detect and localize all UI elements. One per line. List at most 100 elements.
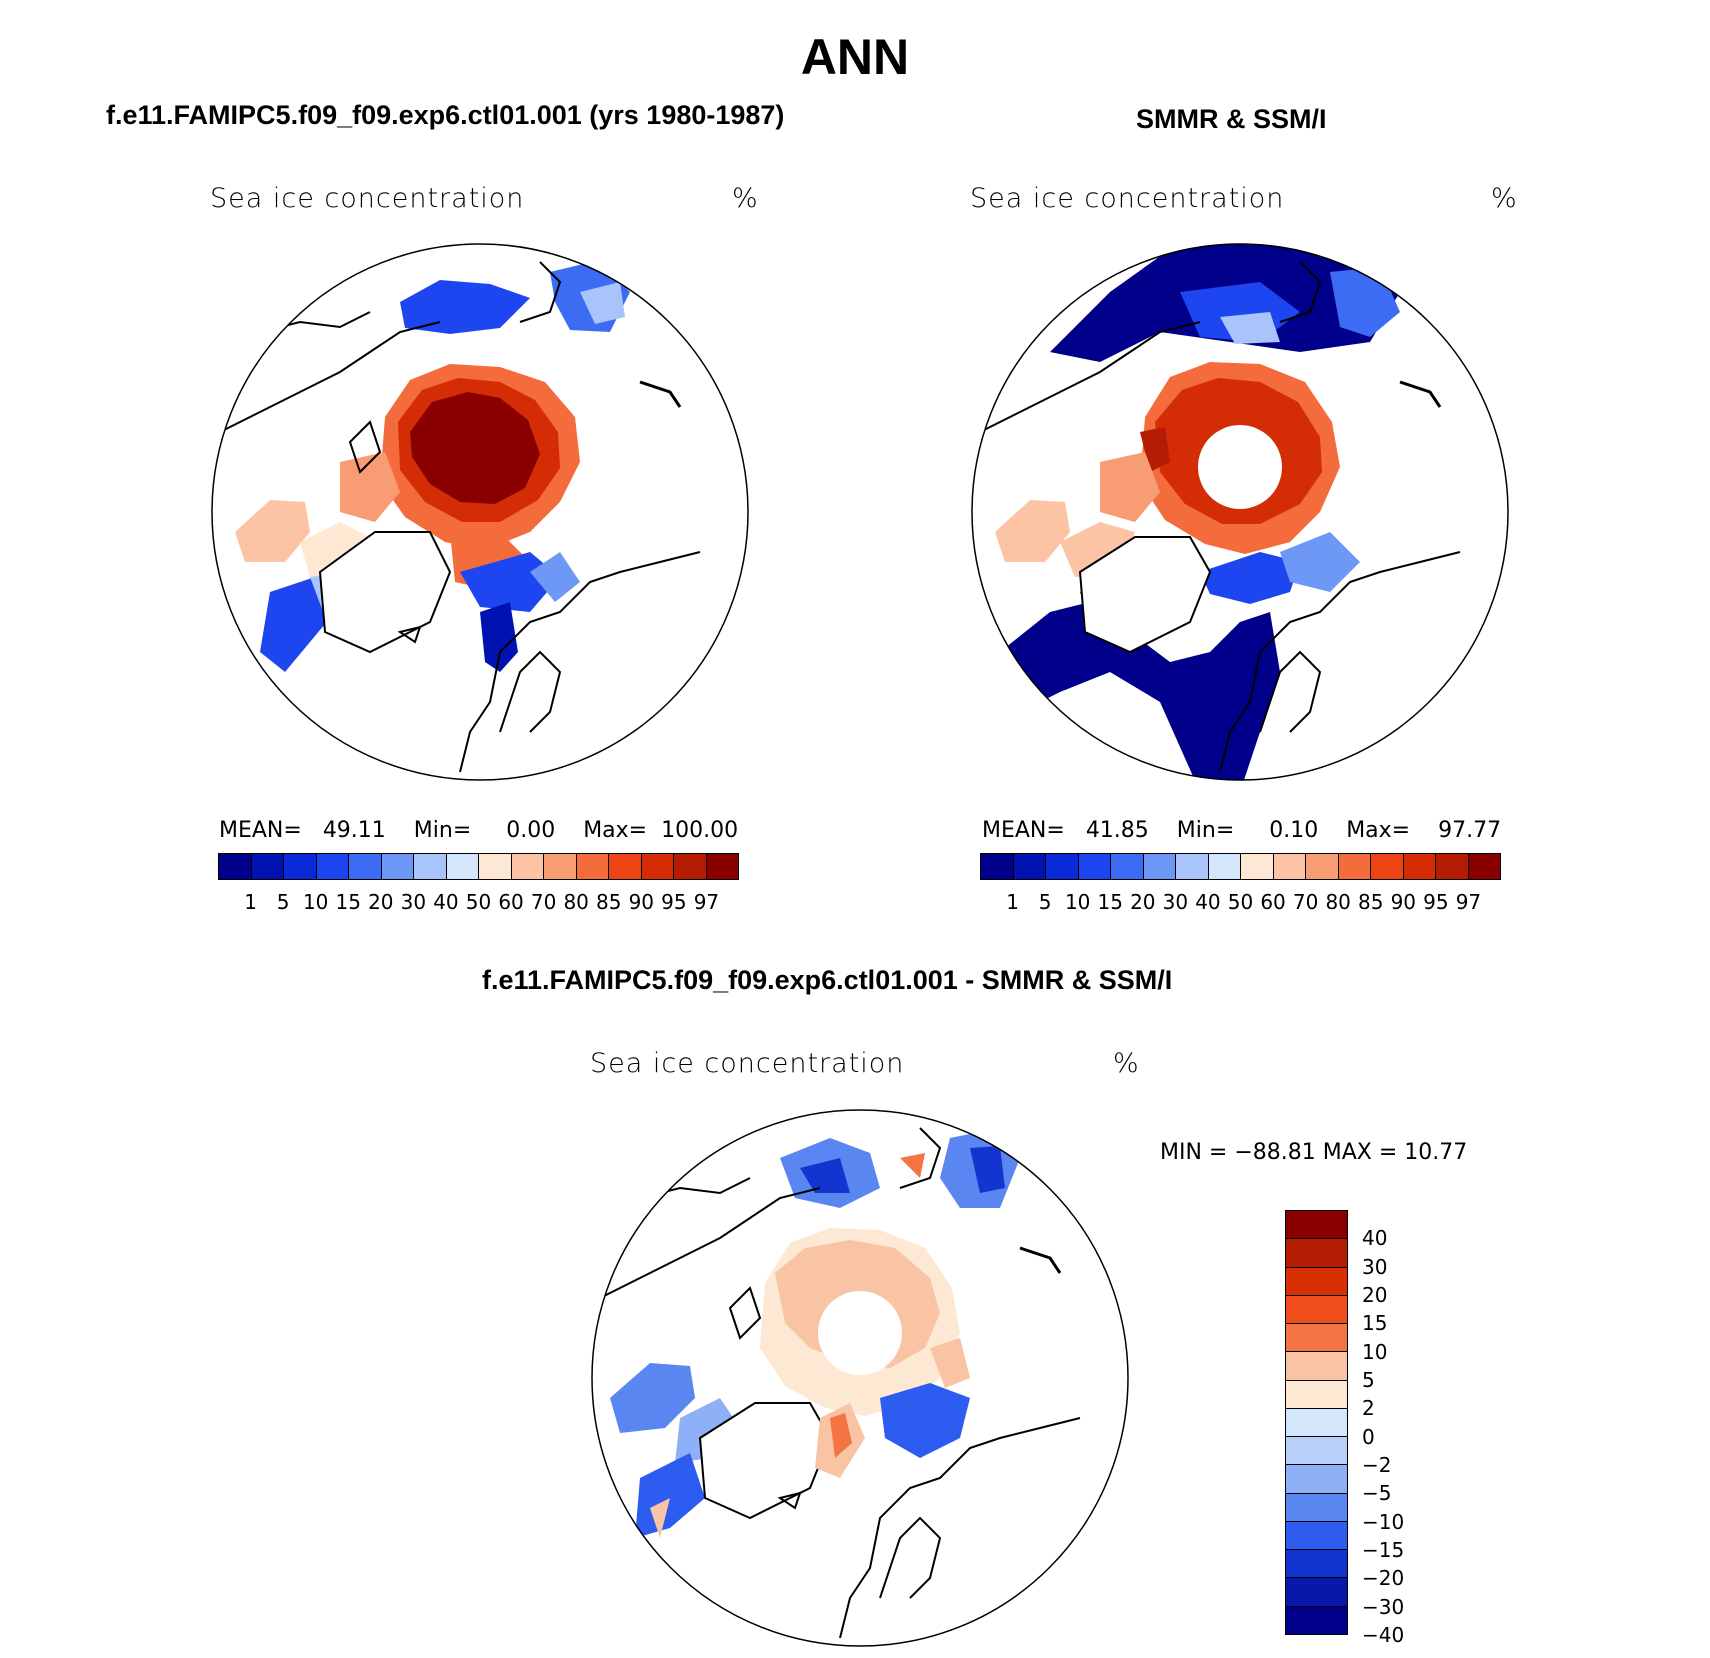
arctic-ice-pack-core — [410, 392, 540, 504]
panel-3-title: f.e11.FAMIPC5.f09_f09.exp6.ctl01.001 - S… — [482, 965, 1173, 995]
panel-3-colorbar-swatch — [1286, 1493, 1347, 1522]
panel-1-colorbar-swatch — [381, 854, 414, 879]
panel-2-colorbar-swatch — [1273, 854, 1306, 879]
panel-1-colorbar-swatch — [706, 854, 738, 879]
panel-1-colorbar-tick-label: 5 — [276, 890, 290, 914]
panel-2-colorbar-tick-label: 60 — [1260, 890, 1286, 914]
panel-2-colorbar-tick-label: 5 — [1038, 890, 1052, 914]
panel-1-units: % — [732, 183, 759, 214]
panel-2-colorbar-swatch — [1143, 854, 1176, 879]
panel-2-colorbar-tick-label: 40 — [1195, 890, 1221, 914]
panel-3-colorbar-labels: 40 30 20 15 10 5 2 0 −2 −5 −10 −15 −20 −30 −40 — [1362, 1210, 1442, 1647]
panel-1-polar-map — [211, 243, 749, 781]
panel-3-colorbar-swatch — [1286, 1352, 1347, 1381]
panel-3-colorbar-tick-label: 0 — [1362, 1424, 1375, 1449]
panel-1-colorbar-swatch — [414, 854, 447, 879]
panel-3-colorbar-tick-label: −2 — [1362, 1453, 1392, 1477]
panel-2-colorbar-swatch — [1176, 854, 1209, 879]
panel-2-colorbar-swatch — [1208, 854, 1241, 879]
panel-3-colorbar-tick-label: 15 — [1362, 1311, 1388, 1336]
panel-3-colorbar-swatch — [1286, 1578, 1347, 1607]
panel-2-colorbar-tick-label: 70 — [1292, 890, 1319, 914]
panel-1-colorbar-tick-label: 20 — [368, 890, 394, 914]
panel-2-colorbar-tick-label: 50 — [1227, 890, 1254, 914]
panel-2-colorbar-tick-label: 15 — [1097, 890, 1123, 914]
coastline-north-america — [219, 321, 441, 433]
panel-1-stats: MEAN= 49.11 Min= 0.00 Max= 100.00 — [219, 818, 739, 843]
panel-2-colorbar-labels: 1 5 10 15 20 30 40 50 60 70 80 85 90 95 97 — [980, 890, 1501, 914]
panel-1-colorbar-tick-label: 1 — [244, 890, 257, 914]
panel-1-colorbar-swatch — [316, 854, 349, 879]
panel-1-colorbar-swatch — [219, 854, 252, 879]
panel-3-colorbar — [1285, 1210, 1348, 1635]
panel-1-colorbar-tick-label: 60 — [498, 890, 524, 914]
panel-3-minmax: MIN = −88.81 MAX = 10.77 — [1160, 1140, 1468, 1165]
panel-1-colorbar-swatch — [284, 854, 317, 879]
panel-2-colorbar-tick-label: 1 — [1006, 890, 1019, 914]
panel-1-colorbar-swatch — [511, 854, 544, 879]
figure-title: ANN — [800, 29, 910, 85]
panel-1-colorbar-labels: 1 5 10 15 20 30 40 50 60 70 80 85 90 95 97 — [218, 890, 739, 914]
coastline-eurasia — [839, 1417, 1081, 1639]
panel-2-colorbar-swatch — [1013, 854, 1046, 879]
coastline-north-america — [979, 321, 1201, 433]
pole-hole — [1198, 425, 1282, 509]
panel-3-colorbar-swatch — [1286, 1295, 1347, 1325]
panel-3-colorbar-tick-label: −40 — [1362, 1623, 1405, 1647]
panel-2-colorbar-swatch — [1306, 854, 1339, 879]
panel-1-colorbar — [218, 853, 739, 880]
coastline-north-america — [599, 1187, 821, 1299]
pole-hole — [818, 1291, 902, 1375]
panel-3-colorbar-swatch — [1286, 1267, 1347, 1296]
panel-3-colorbar-tick-label: 20 — [1362, 1283, 1388, 1307]
bering-sea-ice — [400, 280, 530, 334]
panel-2-stats: MEAN= 41.85 Min= 0.10 Max= 97.77 — [982, 818, 1502, 843]
panel-1-colorbar-swatch — [576, 854, 609, 879]
panel-2-colorbar-tick-label: 95 — [1423, 890, 1449, 914]
hudson-bay-ice — [995, 500, 1070, 562]
panel-2-colorbar-tick-label: 20 — [1130, 890, 1156, 914]
coastline-eurasia — [1219, 551, 1461, 773]
panel-2-colorbar-tick-label: 85 — [1358, 890, 1384, 914]
panel-2-colorbar-swatch — [1046, 854, 1079, 879]
panel-2-units: % — [1491, 183, 1518, 214]
panel-1-colorbar-tick-label: 90 — [628, 890, 655, 914]
panel-1-title: f.e11.FAMIPC5.f09_f09.exp6.ctl01.001 (yr… — [106, 100, 785, 130]
panel-3-colorbar-tick-label: −15 — [1362, 1538, 1405, 1562]
panel-3-colorbar-tick-label: 40 — [1362, 1226, 1388, 1251]
panel-1-variable: Sea ice concentration — [210, 183, 525, 214]
panel-1-colorbar-tick-label: 80 — [563, 890, 589, 914]
hudson-bay-ice — [235, 500, 310, 562]
panel-2-polar-map — [971, 243, 1509, 781]
panel-2-colorbar-swatch — [1241, 854, 1274, 879]
panel-3-colorbar-swatch — [1286, 1550, 1347, 1579]
greenland-land — [1078, 536, 1212, 654]
panel-1-colorbar-swatch — [544, 854, 577, 879]
panel-1-colorbar-tick-label: 70 — [530, 890, 557, 914]
panel-2-colorbar-swatch — [1468, 854, 1500, 879]
coastline-scandinavia — [499, 650, 562, 733]
panel-1-colorbar-tick-label: 95 — [661, 890, 687, 914]
panel-1-colorbar-tick-label: 97 — [693, 890, 720, 914]
panel-2-colorbar-tick-label: 10 — [1064, 890, 1091, 914]
panel-1-colorbar-swatch — [446, 854, 479, 879]
coastline-eurasia — [459, 551, 701, 773]
panel-3-colorbar-tick-label: 2 — [1362, 1396, 1375, 1421]
panel-2-colorbar-swatch — [1078, 854, 1111, 879]
panel-3-colorbar-tick-label: 5 — [1362, 1368, 1375, 1392]
panel-3-colorbar-swatch — [1286, 1239, 1347, 1268]
panel-3-variable: Sea ice concentration — [590, 1048, 905, 1079]
greenland-land — [318, 531, 452, 654]
panel-2-colorbar — [980, 853, 1501, 880]
panel-3-colorbar-swatch — [1286, 1380, 1347, 1409]
panel-1-colorbar-tick-label: 30 — [400, 890, 427, 914]
panel-1-colorbar-swatch — [641, 854, 674, 879]
panel-3-units: % — [1113, 1048, 1140, 1079]
panel-3-colorbar-tick-label: 10 — [1362, 1339, 1388, 1364]
panel-1-colorbar-swatch — [349, 854, 382, 879]
panel-3-colorbar-swatch — [1286, 1408, 1347, 1438]
panel-3-polar-map — [591, 1109, 1129, 1647]
coastline-scandinavia — [1259, 650, 1322, 733]
panel-1-colorbar-swatch — [674, 854, 707, 879]
panel-3-colorbar-tick-label: −10 — [1362, 1509, 1405, 1534]
